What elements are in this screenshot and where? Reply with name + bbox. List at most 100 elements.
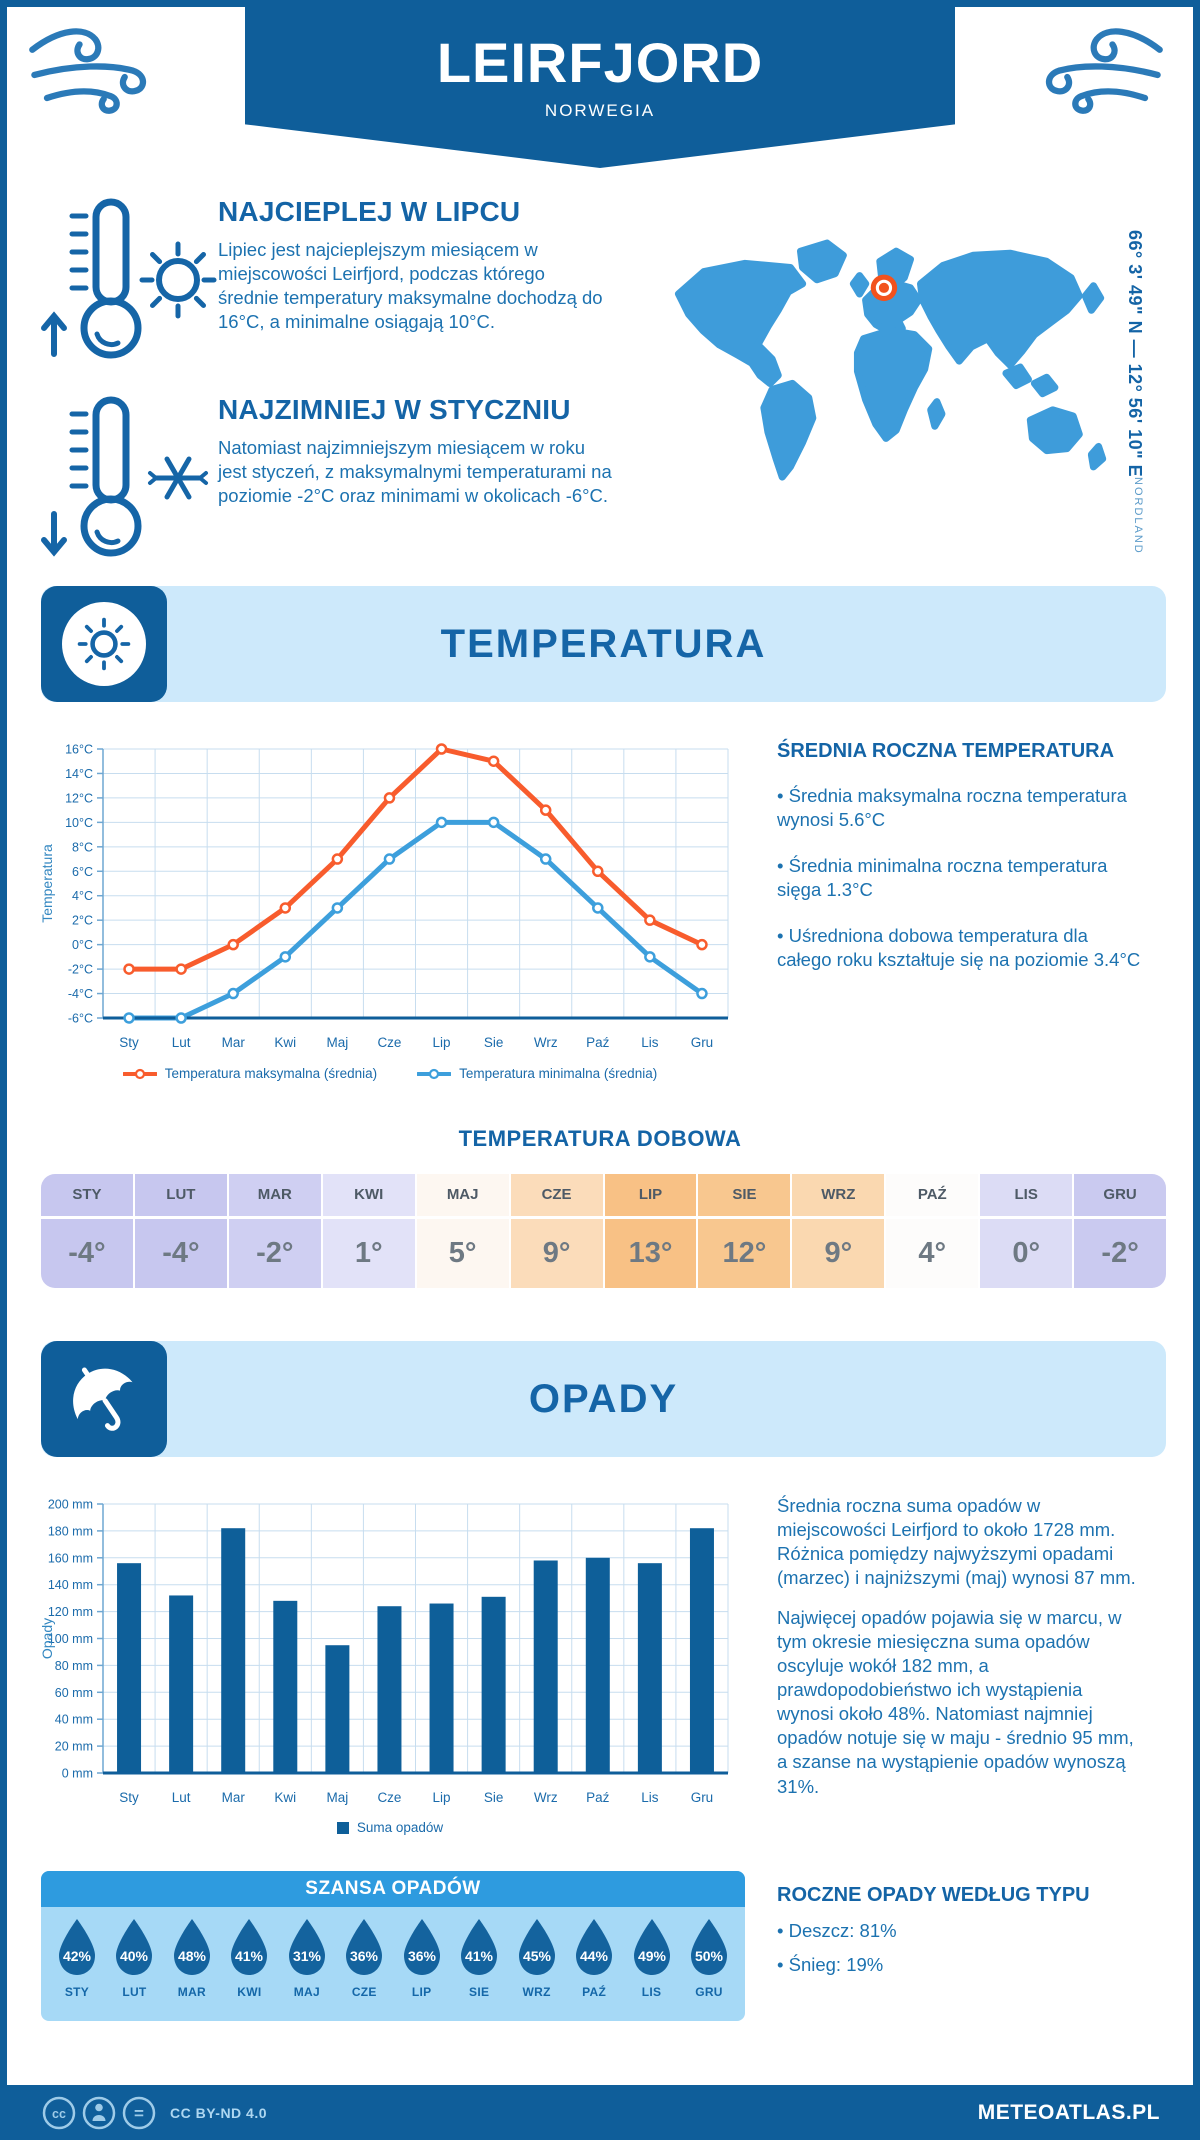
x-tick-label: Lip [433,1035,451,1050]
raindrop-icon: 45% [518,1919,555,1975]
x-tick-label: Mar [222,1790,246,1805]
svg-text:41%: 41% [465,1948,494,1964]
chance-month-label: LUT [122,1985,147,1999]
chance-droplet: 36% CZE [340,1917,388,1999]
svg-text:31%: 31% [293,1948,322,1964]
chance-month-label: CZE [351,1985,377,1999]
x-tick-label: Gru [691,1035,714,1050]
daily-table-month: CZE [510,1174,603,1216]
daily-table-value: 12° [698,1219,791,1288]
precipitation-section-band: OPADY [41,1341,1166,1457]
daily-table-column: MAR -2° [228,1174,321,1288]
temperature-chart-legend: Temperatura maksymalna (średnia) Temperat… [40,1066,740,1081]
svg-text:Opady: Opady [39,1618,55,1659]
svg-text:48%: 48% [178,1948,207,1964]
annual-temperature-bullets: • Średnia maksymalna roczna temperatura … [777,784,1145,994]
raindrop-icon: 40% [116,1919,153,1975]
x-tick-label: Sie [484,1035,504,1050]
svg-text:41%: 41% [235,1948,264,1964]
daily-table-value: 4° [886,1219,979,1288]
daily-table-column: SIE 12° [698,1174,791,1288]
precipitation-chance-title: SZANSA OPADÓW [41,1871,745,1907]
daily-table-month: PAŹ [886,1174,979,1216]
warmest-heading: NAJCIEPLEJ W LIPCU [218,196,521,227]
raindrop-icon: 36% [346,1919,383,1975]
daily-table-month: MAR [228,1174,321,1216]
location-marker [870,274,898,302]
precipitation-chance-box: SZANSA OPADÓW 42% STY 40% LUT 48% MAR 41% KWI 31… [41,1871,745,2021]
svg-text:6°C: 6°C [72,865,93,879]
precipitation-section-title: OPADY [528,1377,679,1421]
chance-month-label: MAR [177,1985,207,1999]
daily-temperature-table: STY -4° LUT -4° MAR -2° KWI 1° MAJ 5° CZE 9° LIP 13° S… [41,1174,1166,1288]
daily-table-month: KWI [322,1174,415,1216]
daily-table-value: 5° [416,1219,509,1288]
svg-text:80 mm: 80 mm [55,1659,93,1673]
world-map [674,239,1107,481]
x-tick-label: Sie [484,1790,504,1805]
svg-text:120 mm: 120 mm [48,1605,93,1619]
x-tick-label: Maj [326,1035,348,1050]
site-name: METEOATLAS.PL [977,2100,1160,2124]
daily-table-month: WRZ [792,1174,885,1216]
svg-text:160 mm: 160 mm [48,1551,93,1565]
daily-table-value: 13° [604,1219,697,1288]
chance-droplet: 31% MAJ [283,1917,331,1999]
daily-table-column: WRZ 9° [792,1174,885,1288]
daily-table-value: -2° [228,1219,321,1288]
daily-table-month: LIP [604,1174,697,1216]
raindrop-icon: 50% [690,1919,727,1975]
x-tick-label: Maj [326,1790,348,1805]
cc-license-icons: cc = [42,2096,156,2129]
svg-text:-2°C: -2°C [68,963,93,977]
x-tick-label: Cze [377,1035,401,1050]
chance-month-label: WRZ [522,1985,551,1999]
svg-text:12°C: 12°C [65,791,93,805]
daily-table-column: GRU -2° [1074,1174,1166,1288]
daily-table-month: LUT [134,1174,227,1216]
chance-month-label: MAJ [293,1985,320,1999]
raindrop-icon: 41% [231,1919,268,1975]
x-tick-label: Sty [119,1035,139,1050]
x-tick-label: Cze [377,1790,401,1805]
warm-thermometer-sun-icon [41,198,217,359]
license-text: CC BY-ND 4.0 [170,2104,268,2121]
wind-gust-icon [1045,28,1163,114]
legend-item: Temperatura minimalna (średnia) [417,1066,657,1081]
daily-table-value: 9° [792,1219,885,1288]
umbrella-icon [73,1367,133,1431]
chance-month-label: PAŹ [582,1985,607,1999]
x-tick-label: Lip [433,1790,451,1805]
page-subtitle: NORWEGIA [544,101,656,120]
chance-month-label: SIE [469,1985,490,1999]
legend-item: Temperatura maksymalna (średnia) [122,1066,377,1081]
svg-text:45%: 45% [523,1948,552,1964]
svg-text:4°C: 4°C [72,889,93,903]
svg-text:16°C: 16°C [65,743,93,757]
coldest-text: Natomiast najzimniejszym miesiącem w rok… [218,437,612,507]
daily-table-value: 9° [510,1219,603,1288]
annual-bullet: • Średnia minimalna roczna temperatura s… [777,855,1108,901]
svg-text:44%: 44% [580,1948,609,1964]
svg-text:180 mm: 180 mm [48,1524,93,1538]
daily-table-month: STY [41,1174,133,1216]
chance-droplet: 40% LUT [110,1917,158,1999]
region-text: NORDLAND [1132,477,1144,555]
right-border [1193,0,1200,2140]
chance-droplet: 41% SIE [455,1917,503,1999]
precipitation-type: • Śnieg: 19% [777,1954,884,1975]
svg-text:40%: 40% [120,1948,149,1964]
x-tick-label: Lis [641,1790,659,1805]
svg-text:50%: 50% [695,1948,724,1964]
svg-text:20 mm: 20 mm [55,1740,93,1754]
svg-text:200 mm: 200 mm [48,1498,93,1512]
x-tick-label: Paź [586,1790,610,1805]
header-banner: LEIRFJORD NORWEGIA [245,0,955,168]
precipitation-paragraph: Najwięcej opadów pojawia się w marcu, w … [777,1607,1134,1797]
daily-table-column: KWI 1° [322,1174,415,1288]
chance-droplet: 45% WRZ [513,1917,561,1999]
svg-text:40 mm: 40 mm [55,1713,93,1727]
svg-text:60 mm: 60 mm [55,1686,93,1700]
chance-droplet: 36% LIP [398,1917,446,1999]
